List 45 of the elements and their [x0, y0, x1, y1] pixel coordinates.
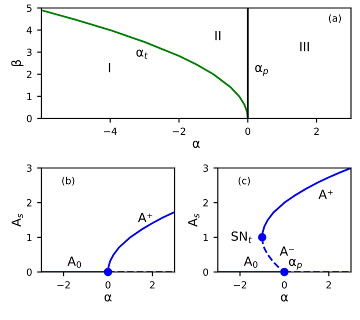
y-tick-label: 5 [26, 4, 32, 12]
x-tick-label: −4 [104, 128, 117, 135]
annotation: A⁻ [280, 246, 294, 256]
x-tick-label: 2 [150, 281, 155, 288]
y-tick-label: 1 [204, 234, 208, 242]
y-tick-label: 0 [26, 114, 32, 122]
y-axis-title: A$_{s}$ [12, 214, 23, 227]
x-tick-label: −2 [172, 128, 186, 135]
annotation: A$_{0}$ [67, 256, 82, 268]
y-tick-label: 2 [203, 199, 208, 206]
annotation: SN$_{t}$ [232, 231, 252, 243]
annotation: II [215, 31, 220, 40]
y-tick-label: 1 [27, 92, 32, 100]
annotation: A⁺ [138, 212, 152, 222]
y-tick-label: 2 [26, 70, 32, 78]
annotation: (c) [238, 176, 250, 186]
y-tick-label: 3 [26, 164, 32, 172]
annotation: A$_{0}$ [244, 256, 258, 268]
x-axis-title: α [280, 294, 288, 302]
x-axis-title: α [104, 294, 112, 302]
x-axis-title: α [192, 140, 200, 148]
annotation: (a) [329, 14, 341, 24]
annotation: A⁺ [318, 190, 333, 199]
x-tick-label: 0 [106, 281, 110, 289]
annotation: (b) [62, 176, 74, 186]
x-tick-label: 0 [282, 281, 287, 289]
x-tick-label: 2 [326, 281, 331, 288]
y-tick-label: 3 [203, 164, 208, 172]
y-tick-label: 0 [26, 268, 32, 276]
annotation: III [300, 42, 309, 52]
y-tick-label: 0 [203, 268, 208, 276]
y-tick-label: 1 [27, 234, 32, 242]
annotation: α$_{t}$ [136, 50, 148, 59]
x-tick-label: 0 [245, 128, 250, 135]
y-tick-label: 3 [26, 48, 32, 56]
annotation: α$_{p}$ [255, 65, 268, 76]
x-tick-label: −2 [57, 281, 70, 288]
y-axis-title: β [11, 60, 24, 66]
y-axis-title: A$_{s}$ [188, 214, 200, 227]
annotation: I [108, 63, 110, 72]
y-tick-label: 4 [26, 26, 32, 34]
y-tick-label: 2 [26, 199, 32, 206]
annotation: α$_{p}$ [289, 258, 302, 270]
x-tick-label: 2 [314, 128, 319, 135]
x-tick-label: −2 [234, 281, 246, 288]
